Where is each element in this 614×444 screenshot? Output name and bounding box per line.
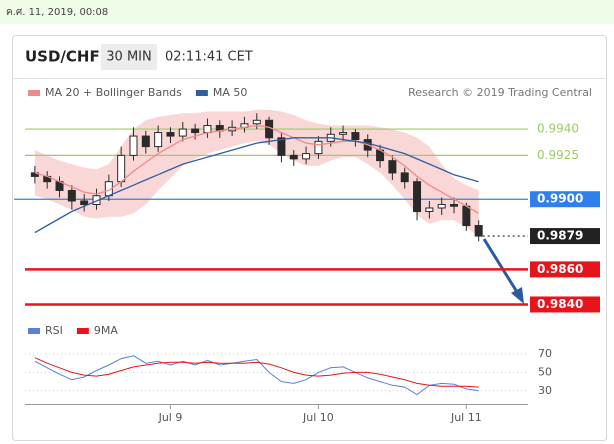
level-label: 0.9879 [537, 229, 583, 243]
candle-body [67, 189, 76, 202]
candle-body [462, 205, 471, 227]
candle-body [277, 137, 286, 156]
x-tick-label: Jul 9 [158, 411, 183, 424]
candle-body [252, 119, 261, 125]
candle-body [30, 172, 39, 177]
y-tick-label: 30 [538, 384, 552, 397]
legend-label: 9MA [94, 324, 118, 337]
candle-body [474, 225, 483, 237]
level-label: 0.9900 [537, 192, 583, 206]
x-tick-label: Jul 11 [450, 411, 482, 424]
candle-body [289, 154, 298, 160]
level-box [530, 228, 600, 245]
candle-body [400, 172, 409, 183]
arrow [482, 238, 519, 293]
arrow-head [511, 287, 524, 304]
indicator-line [34, 357, 479, 388]
ma-line [34, 137, 479, 234]
candle-body [178, 128, 187, 137]
candle-body [388, 160, 397, 174]
level-box [530, 261, 600, 278]
candle-body [203, 125, 212, 134]
ma-line [34, 124, 480, 214]
candle-body [425, 207, 434, 213]
legend-label: MA 50 [213, 86, 248, 99]
timeframe: 30 MIN [106, 50, 151, 65]
chart-title: USD/CHF [25, 48, 100, 66]
legend-label: RSI [45, 324, 63, 337]
candle-body [450, 203, 459, 207]
level-label: 0.9860 [537, 262, 583, 276]
candle-body [80, 200, 89, 205]
candle-body [141, 135, 150, 148]
y-tick-label: 50 [538, 365, 552, 378]
level-box [530, 296, 600, 313]
x-tick-label: Jul 10 [302, 411, 334, 424]
timeframe-box [101, 44, 157, 70]
candle-body [129, 135, 138, 156]
timestamp: ค.ศ. 11, 2019, 00:08 [6, 7, 108, 18]
legend-swatch [28, 328, 40, 334]
candle-body [191, 128, 200, 134]
candle-body [437, 203, 446, 209]
candle-body [154, 132, 163, 148]
legend-swatch [28, 90, 40, 96]
date-strip [0, 0, 614, 24]
level-label: 0.9940 [537, 122, 579, 136]
legend-swatch [76, 328, 89, 334]
candle-body [166, 132, 175, 137]
candle-body [302, 153, 311, 160]
legend-swatch [195, 90, 208, 96]
candle-body [314, 140, 323, 155]
y-tick-label: 70 [538, 347, 552, 360]
credit: Research © 2019 Trading Central [408, 86, 592, 99]
level-label: 0.9925 [537, 148, 579, 162]
candle-body [339, 132, 348, 135]
level-label: 0.9840 [537, 297, 583, 311]
indicator-line [34, 355, 479, 396]
candle-body [413, 181, 422, 212]
candle-body [117, 154, 126, 183]
legend-label: MA 20 + Bollinger Bands [45, 86, 182, 99]
level-box [530, 191, 600, 208]
time: 02:11:41 CET [165, 50, 253, 65]
candle-body [351, 132, 360, 141]
